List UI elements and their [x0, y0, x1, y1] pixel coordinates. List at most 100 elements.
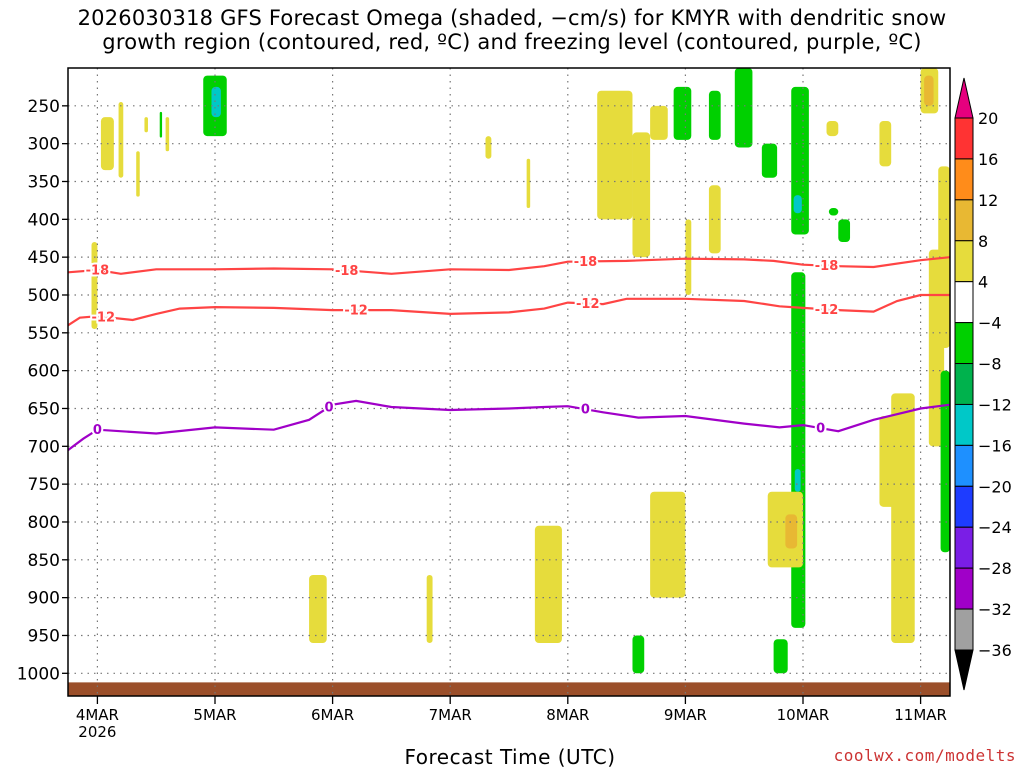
contour-label: -12	[344, 304, 368, 319]
colorbar-label: −36	[978, 641, 1012, 660]
colorbar-swatch	[954, 403, 974, 446]
omega-cell	[309, 574, 327, 644]
omega-cell	[165, 117, 170, 152]
chart-title-line-1: 2026030318 GFS Forecast Omega (shaded, −…	[77, 6, 947, 30]
omega-shading	[68, 68, 950, 696]
omega-cell	[650, 105, 668, 140]
omega-cell	[597, 90, 633, 220]
y-tick-label: 950	[28, 626, 60, 646]
y-tick-label: 550	[28, 324, 60, 344]
y-tick-label: 850	[28, 551, 60, 571]
omega-cell	[632, 132, 651, 258]
colorbar: 20 16 12 8 4 −4 −8 −12 −16 −20 −24 −28 −32 −36	[954, 77, 1012, 691]
omega-cell	[828, 207, 839, 216]
x-tick-label: 5MAR	[193, 706, 236, 724]
terrain-band	[68, 682, 950, 696]
x-tick-label: 4MAR	[76, 706, 119, 724]
y-tick-label: 650	[28, 399, 60, 419]
contour-label: 0	[93, 423, 102, 438]
contour-label: 0	[816, 422, 825, 437]
y-tick-label: 800	[28, 513, 60, 533]
colorbar-cap-bottom	[954, 649, 974, 691]
y-tick-label: 900	[28, 589, 60, 609]
contours: -18 -18 -18 -18 -12 -12 -12 -12 0 0 0 0	[68, 253, 950, 451]
omega-cell	[526, 158, 531, 208]
y-tick-label: 300	[28, 135, 60, 155]
omega-cell	[891, 393, 915, 644]
credit-link[interactable]: coolwx.com/modelts	[833, 746, 1016, 765]
colorbar-swatch	[954, 567, 974, 610]
contour-label: -18	[335, 264, 359, 279]
omega-cell	[632, 635, 645, 674]
y-tick-label: 400	[28, 210, 60, 230]
omega-cell	[734, 68, 753, 148]
contour-freezing-level	[68, 399, 950, 451]
omega-cell	[144, 117, 148, 133]
colorbar-swatch	[954, 158, 974, 201]
contour-label: -12	[576, 297, 600, 312]
contour-label: -18	[815, 259, 839, 274]
omega-cell	[761, 143, 778, 178]
omega-cell	[426, 574, 433, 644]
colorbar-label: 20	[978, 109, 998, 128]
y-tick-label: 1000	[17, 664, 60, 684]
colorbar-label: −20	[978, 477, 1012, 496]
y-tick-label: 450	[28, 248, 60, 268]
x-tick-label: 6MAR	[311, 706, 354, 724]
contour-label: -12	[815, 303, 839, 318]
omega-cell	[159, 111, 163, 138]
colorbar-label: 12	[978, 191, 998, 210]
omega-cell	[136, 151, 140, 197]
omega-cell	[708, 185, 721, 254]
colorbar-label: −12	[978, 395, 1012, 414]
colorbar-swatch	[954, 281, 974, 324]
omega-cell	[118, 102, 124, 178]
x-tick-year: 2026	[78, 723, 116, 741]
chart-title-line-2: growth region (contoured, red, ºC) and f…	[102, 30, 922, 54]
x-axis-title: Forecast Time (UTC)	[404, 745, 616, 769]
omega-cell	[785, 514, 798, 549]
colorbar-swatch	[954, 363, 974, 405]
y-tick-label: 350	[28, 172, 60, 192]
colorbar-label: 4	[978, 273, 988, 292]
colorbar-swatch	[954, 240, 974, 283]
colorbar-swatch	[954, 485, 974, 528]
colorbar-swatch	[954, 444, 974, 487]
omega-cell	[534, 525, 562, 644]
omega-cell	[91, 242, 98, 330]
colorbar-label: 16	[978, 150, 998, 169]
grid	[68, 68, 950, 696]
omega-cell	[773, 639, 788, 674]
y-tick-label: 600	[28, 362, 60, 382]
omega-cell	[924, 75, 934, 106]
omega-cell	[708, 90, 721, 140]
y-tick-label: 250	[28, 97, 60, 117]
x-tick-label: 7MAR	[429, 706, 472, 724]
contour-label: 0	[581, 403, 590, 418]
plot-frame	[67, 67, 951, 697]
omega-cell	[211, 86, 221, 118]
contour-label: 0	[325, 400, 334, 415]
colorbar-label: −4	[978, 314, 1002, 333]
contour-minus-12C	[68, 293, 950, 327]
omega-cell	[879, 120, 892, 167]
omega-cell	[791, 272, 806, 628]
omega-cell	[485, 136, 492, 159]
omega-cell	[826, 120, 839, 137]
y-axis: 250 300 350 400 450 500 550 600 650 700 750 800 850 9…	[17, 97, 68, 684]
x-tick-label: 9MAR	[664, 706, 707, 724]
y-tick-label: 750	[28, 475, 60, 495]
colorbar-cap-top	[954, 77, 974, 119]
omega-cell	[650, 491, 686, 598]
chart-title: 2026030318 GFS Forecast Omega (shaded, −…	[0, 6, 1024, 54]
colorbar-label: −16	[978, 436, 1012, 455]
omega-cell	[673, 86, 692, 140]
colorbar-label: 8	[978, 232, 988, 251]
omega-cell	[838, 219, 851, 243]
plot-border	[67, 67, 951, 697]
colorbar-label: −8	[978, 355, 1002, 374]
contour-minus-18C	[68, 256, 950, 275]
colorbar-swatch	[954, 322, 974, 365]
colorbar-swatch	[954, 526, 974, 569]
